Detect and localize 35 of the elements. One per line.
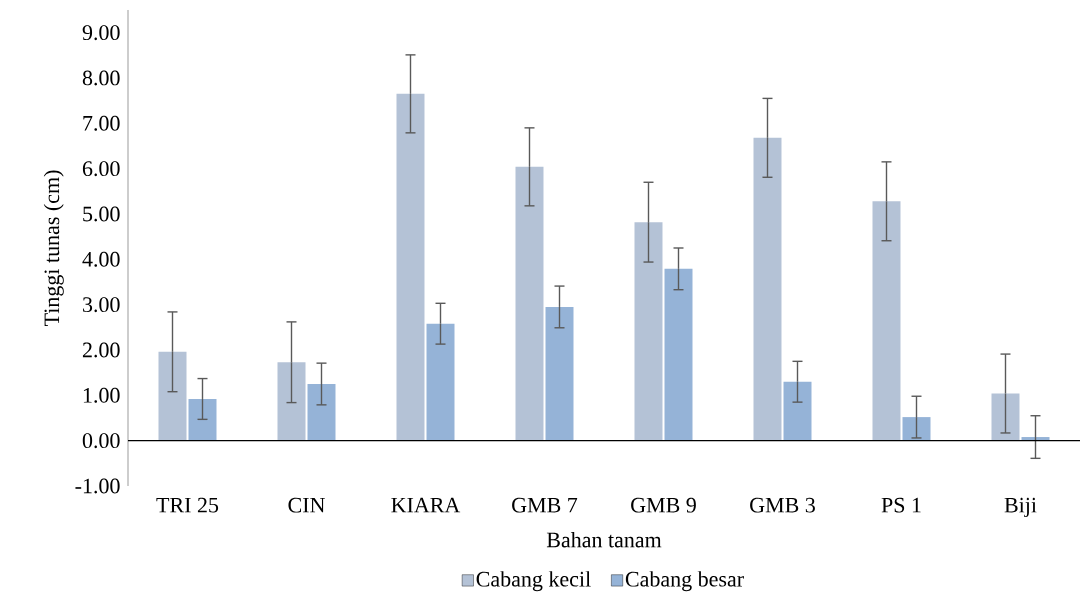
- x-tick-label: GMB 7: [512, 497, 578, 513]
- y-tick-label: 5.00: [83, 206, 120, 222]
- bar: [753, 137, 782, 441]
- bar: [515, 166, 544, 441]
- y-tick-label: 1.00: [83, 387, 120, 403]
- bar: [634, 222, 663, 441]
- legend-label: Cabang besar: [625, 571, 744, 592]
- y-tick-label: 8.00: [82, 70, 120, 86]
- bar: [664, 268, 693, 441]
- legend-label: Cabang kecil: [476, 571, 591, 592]
- x-tick-label: TRI 25: [156, 497, 219, 513]
- y-tick-label: 0.00: [82, 433, 120, 449]
- bar: [872, 201, 901, 441]
- x-tick-label: Biji: [1004, 497, 1037, 518]
- y-tick-label: 7.00: [83, 115, 120, 131]
- x-tick-label: CIN: [288, 497, 325, 513]
- y-axis-title: Tinggi tunas (cm): [43, 170, 64, 327]
- bar: [188, 398, 217, 441]
- y-tick-label: 4.00: [82, 251, 120, 267]
- bar: [426, 323, 455, 441]
- x-tick-label: PS 1: [881, 497, 921, 513]
- bar: [396, 93, 425, 441]
- y-tick-label: 3.00: [83, 297, 120, 313]
- x-tick-label: KIARA: [391, 497, 461, 513]
- bar: [783, 381, 812, 441]
- bar: [158, 351, 187, 441]
- x-axis-title: Bahan tanam: [546, 531, 662, 548]
- bar: [307, 384, 336, 441]
- y-tick-label: -1.00: [75, 478, 120, 494]
- y-tick-label: 2.00: [82, 342, 120, 358]
- y-tick-label: 9.00: [82, 25, 120, 41]
- x-tick-label: GMB 9: [631, 497, 696, 513]
- y-tick-label: 6.00: [82, 161, 120, 177]
- x-tick-label: GMB 3: [750, 497, 815, 513]
- bar: [545, 306, 574, 441]
